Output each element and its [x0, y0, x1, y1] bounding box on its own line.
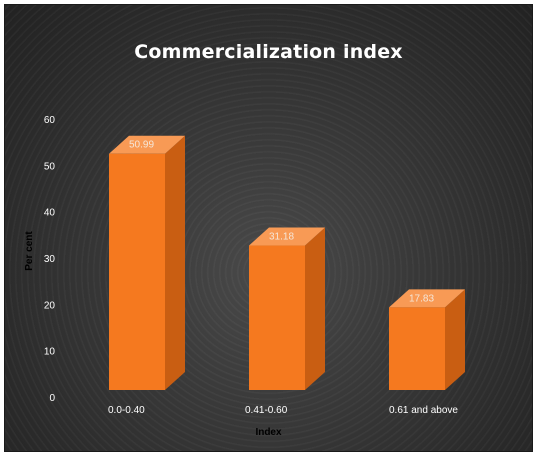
bar-side	[445, 289, 465, 390]
y-tick-label: 40	[44, 208, 56, 219]
x-tick-label: 0.61 and above	[389, 405, 458, 416]
data-label: 31.18	[269, 232, 294, 243]
bar-top	[389, 289, 465, 308]
bar-side	[165, 135, 185, 390]
bar-front	[389, 307, 445, 390]
bar-top	[249, 227, 325, 246]
bar	[249, 227, 325, 390]
x-tick-label: 0.41-0.60	[245, 405, 288, 416]
chart-title: Commercialization index	[134, 41, 403, 63]
bar-front	[109, 153, 165, 390]
y-tick-label: 20	[44, 300, 56, 311]
bar	[109, 135, 185, 390]
y-tick-label: 0	[49, 393, 55, 404]
bar-top	[109, 135, 185, 154]
y-tick-label: 60	[44, 115, 56, 126]
y-tick-label: 50	[44, 161, 56, 172]
bar-front	[249, 245, 305, 390]
y-tick-label: 10	[44, 347, 56, 358]
chart-area: Commercialization index Per cent Index 0…	[4, 4, 533, 452]
bar-side	[305, 227, 325, 390]
x-axis-label: Index	[255, 427, 282, 438]
bar	[389, 289, 465, 390]
y-tick-label: 30	[44, 254, 56, 265]
plot-area: 0 10 20 30 40 50 60 50.99 0.0-0.40 31.18 0.41-0.60…	[44, 115, 465, 416]
x-tick-label: 0.0-0.40	[108, 405, 145, 416]
data-label: 50.99	[129, 140, 154, 151]
data-label: 17.83	[409, 293, 434, 304]
